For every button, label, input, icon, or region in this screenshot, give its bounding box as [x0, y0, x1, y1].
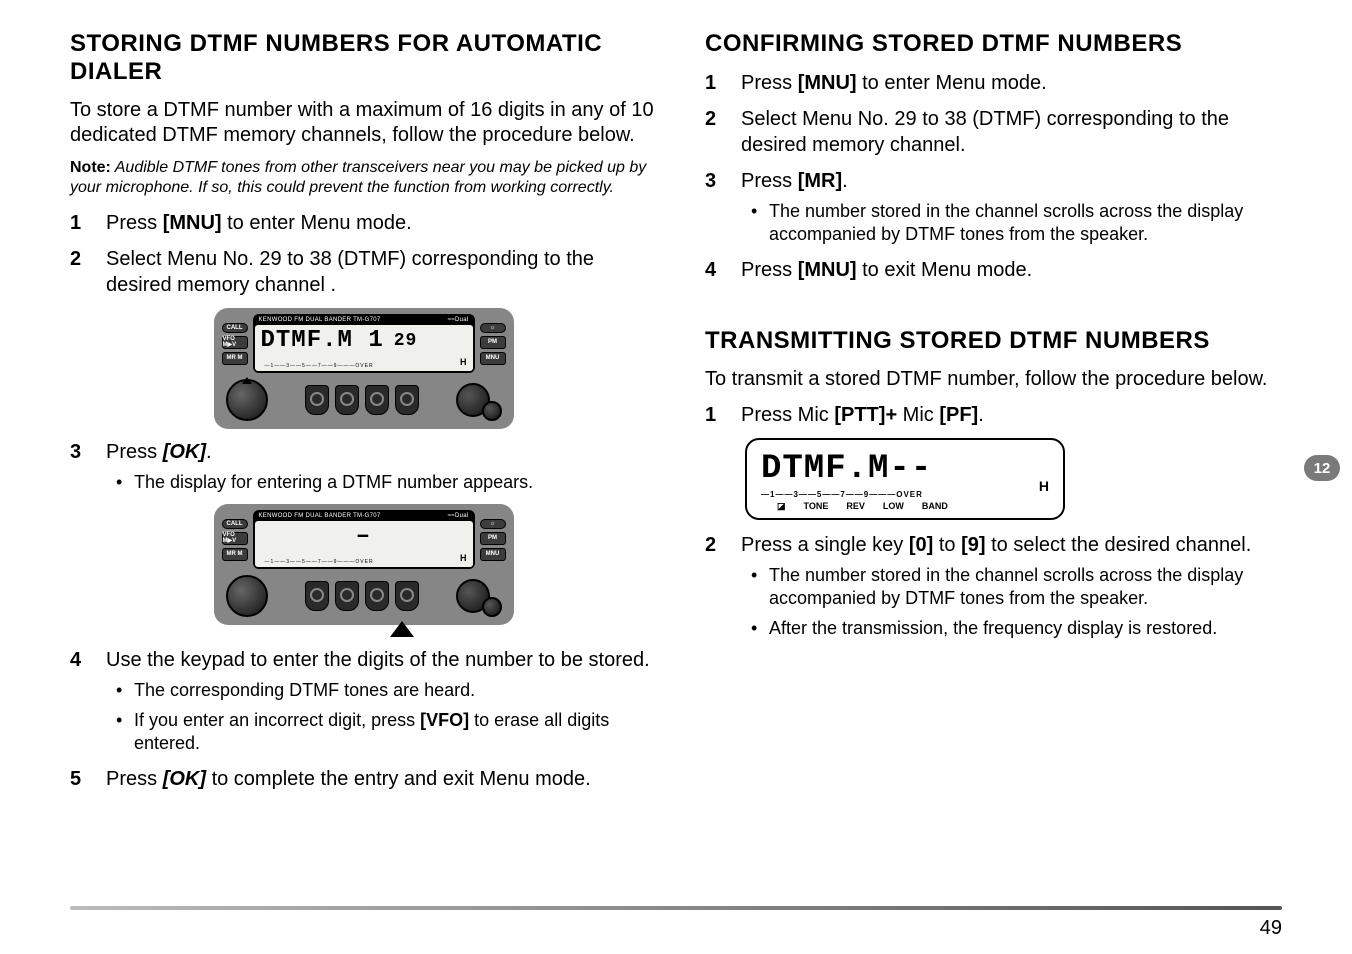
key-icon [395, 385, 419, 415]
step-1: Press [MNU] to enter Menu mode. [70, 210, 657, 236]
steps-storing-cont2: Use the keypad to enter the digits of th… [70, 647, 657, 791]
step-3-sub: The display for entering a DTMF number a… [106, 471, 657, 494]
call-button: CALL [222, 519, 248, 529]
mr-button: MR M [222, 548, 248, 561]
steps-storing: Press [MNU] to enter Menu mode. Select M… [70, 210, 657, 298]
radio2-lcd: – —1——3——5——7——9———OVER H [255, 521, 473, 567]
light-button: ☼ [480, 519, 506, 529]
heading-storing: STORING DTMF NUMBERS FOR AUTOMATIC DIALE… [70, 30, 657, 86]
key-icon [365, 581, 389, 611]
radio-figure-2: CALL VFO M▶V MR M KENWOOD FM DUAL BANDER… [214, 504, 514, 637]
heading-confirming: CONFIRMING STORED DTMF NUMBERS [705, 30, 1292, 58]
pm-button: PM [480, 532, 506, 545]
footer-divider [70, 906, 1282, 910]
mnu-button: MNU [480, 548, 506, 561]
steps-confirming: Press [MNU] to enter Menu mode. Select M… [705, 70, 1292, 283]
c-step-1: Press [MNU] to enter Menu mode. [705, 70, 1292, 96]
vfo-button: VFO M▶V [222, 532, 248, 545]
note-text: Audible DTMF tones from other transceive… [70, 159, 646, 196]
pm-button: PM [480, 336, 506, 349]
key-icon [395, 581, 419, 611]
step-3: Press [OK]. The display for entering a D… [70, 439, 657, 494]
heading-transmitting: TRANSMITTING STORED DTMF NUMBERS [705, 327, 1292, 355]
right-column: CONFIRMING STORED DTMF NUMBERS Press [MN… [705, 30, 1292, 802]
radio-figure-1: CALL VFO M▶V MR M KENWOOD FM DUAL BANDER… [214, 308, 514, 429]
tuning-knob-icon [226, 379, 268, 421]
vfo-button: VFO M▶V [222, 336, 248, 349]
mr-button: MR M [222, 352, 248, 365]
section-tab: 12 [1304, 455, 1340, 481]
note-label: Note: [70, 159, 111, 176]
key-icon [335, 385, 359, 415]
radio1-left-buttons: CALL VFO M▶V MR M [222, 323, 248, 365]
c-step-3: Press [MR]. The number stored in the cha… [705, 168, 1292, 247]
t-step-2-sub2: After the transmission, the frequency di… [741, 617, 1292, 640]
light-button: ☼ [480, 323, 506, 333]
radio1-right-buttons: ☼ PM MNU [480, 323, 506, 365]
arrow-up-icon [390, 621, 414, 637]
note-storing: Note: Audible DTMF tones from other tran… [70, 158, 657, 198]
steps-transmitting-cont: Press a single key [0] to [9] to select … [705, 532, 1292, 640]
lcd-solo-figure: DTMF.M-- —1——3——5——7——9———OVER ◪ TONE RE… [745, 438, 1065, 520]
intro-transmitting: To transmit a stored DTMF number, follow… [705, 367, 1292, 392]
t-step-2-sub1: The number stored in the channel scrolls… [741, 564, 1292, 611]
t-step-2: Press a single key [0] to [9] to select … [705, 532, 1292, 640]
c-step-4: Press [MNU] to exit Menu mode. [705, 257, 1292, 283]
step-4-sub1: The corresponding DTMF tones are heard. [106, 679, 657, 702]
steps-transmitting: Press Mic [PTT]+ Mic [PF]. [705, 402, 1292, 428]
step-2: Select Menu No. 29 to 38 (DTMF) correspo… [70, 246, 657, 298]
step-4: Use the keypad to enter the digits of th… [70, 647, 657, 755]
intro-storing: To store a DTMF number with a maximum of… [70, 98, 657, 148]
step-4-sub2: If you enter an incorrect digit, press [… [106, 709, 657, 756]
key-icon [305, 385, 329, 415]
key-icon [365, 385, 389, 415]
call-button: CALL [222, 323, 248, 333]
vol-sq-knob-icon [456, 575, 502, 617]
page-number: 49 [1260, 917, 1282, 940]
tuning-knob-icon [226, 575, 268, 617]
c-step-3-sub: The number stored in the channel scrolls… [741, 200, 1292, 247]
vol-sq-knob-icon [456, 379, 502, 421]
t-step-1: Press Mic [PTT]+ Mic [PF]. [705, 402, 1292, 428]
radio1-lcd: DTMF.M 129 —1——3——5——7——9———OVER H [255, 325, 473, 371]
step-5: Press [OK] to complete the entry and exi… [70, 766, 657, 792]
mnu-button: MNU [480, 352, 506, 365]
key-icon [335, 581, 359, 611]
left-column: STORING DTMF NUMBERS FOR AUTOMATIC DIALE… [70, 30, 657, 802]
key-icon [305, 581, 329, 611]
c-step-2: Select Menu No. 29 to 38 (DTMF) correspo… [705, 106, 1292, 158]
steps-storing-cont: Press [OK]. The display for entering a D… [70, 439, 657, 494]
